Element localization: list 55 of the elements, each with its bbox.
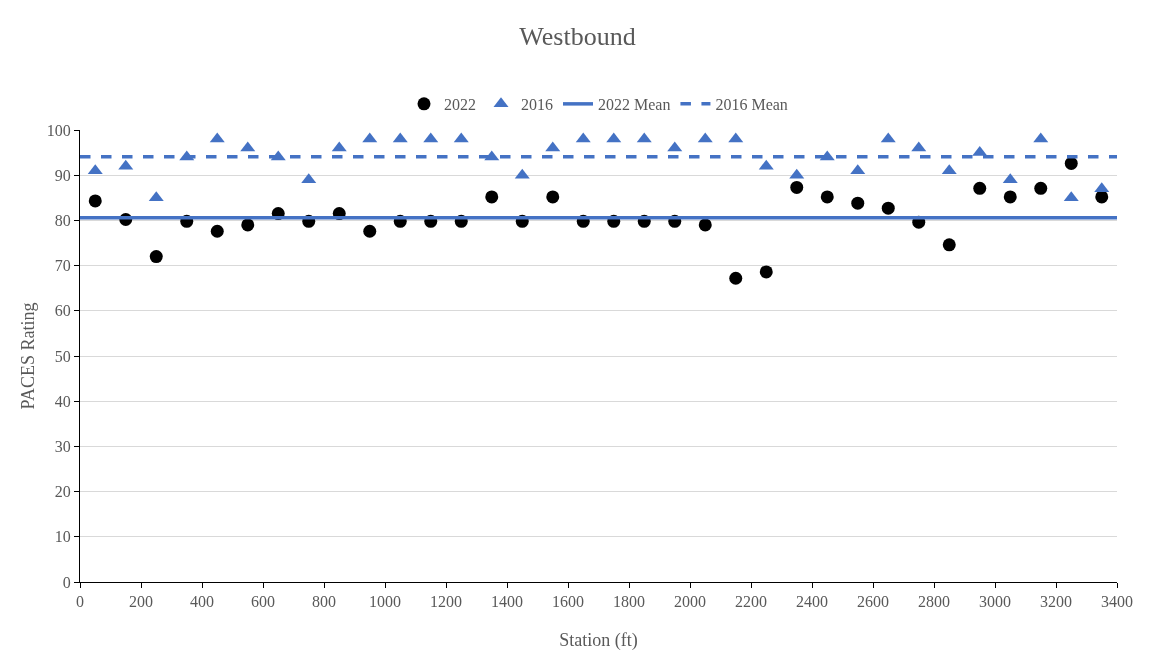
point [942, 238, 956, 252]
y-tick-label: 20 [54, 483, 71, 501]
x-axis-title: Station (ft) [559, 630, 638, 651]
x-tick-label: 3200 [1040, 593, 1072, 611]
x-tick-label: 200 [129, 593, 153, 611]
x-tick-label: 1400 [491, 593, 523, 611]
point [210, 224, 224, 238]
legend-label: 2022 Mean [598, 96, 671, 114]
point [1003, 190, 1017, 204]
y-tick-label: 50 [54, 347, 71, 365]
point [759, 265, 773, 279]
x-tick-label: 3000 [979, 593, 1011, 611]
point [790, 180, 804, 194]
y-tick-label: 70 [54, 257, 71, 275]
point [546, 190, 560, 204]
point [149, 250, 163, 264]
point [241, 218, 255, 232]
y-tick-label: 0 [62, 573, 71, 591]
point [363, 224, 377, 238]
y-tick-label: 40 [54, 392, 71, 410]
x-tick-label: 400 [190, 593, 214, 611]
x-tick-label: 1800 [613, 593, 645, 611]
x-tick-label: 2000 [674, 593, 706, 611]
x-tick-label: 2600 [857, 593, 889, 611]
chart-title: Westbound [519, 21, 636, 51]
point [1034, 181, 1048, 195]
y-tick-label: 10 [54, 528, 71, 546]
x-tick-label: 800 [312, 593, 336, 611]
point [851, 196, 865, 210]
point [881, 201, 895, 215]
y-tick-label: 90 [54, 166, 71, 184]
x-tick-label: 2400 [796, 593, 828, 611]
y-tick-label: 30 [54, 438, 71, 455]
x-tick-label: 2200 [735, 593, 767, 611]
y-tick-label: 60 [54, 302, 71, 320]
point [973, 181, 987, 195]
point [485, 190, 499, 204]
point [88, 194, 102, 208]
x-tick-label: 3400 [1101, 593, 1133, 611]
point [1064, 156, 1078, 170]
y-tick-label: 80 [54, 212, 71, 229]
point [729, 271, 743, 285]
y-axis-title: PACES Rating [18, 302, 38, 410]
legend-label: 2022 [444, 96, 476, 114]
x-tick-label: 2800 [918, 593, 950, 611]
x-tick-label: 0 [76, 593, 84, 611]
x-tick-label: 1000 [369, 593, 401, 611]
x-tick-label: 600 [251, 593, 275, 611]
x-tick-label: 1200 [430, 593, 462, 611]
legend-label: 2016 Mean [715, 96, 788, 114]
y-tick-label: 100 [46, 121, 71, 139]
point [820, 190, 834, 204]
x-tick-label: 1600 [552, 593, 584, 611]
point [698, 218, 712, 232]
legend-label: 2016 [521, 96, 553, 114]
